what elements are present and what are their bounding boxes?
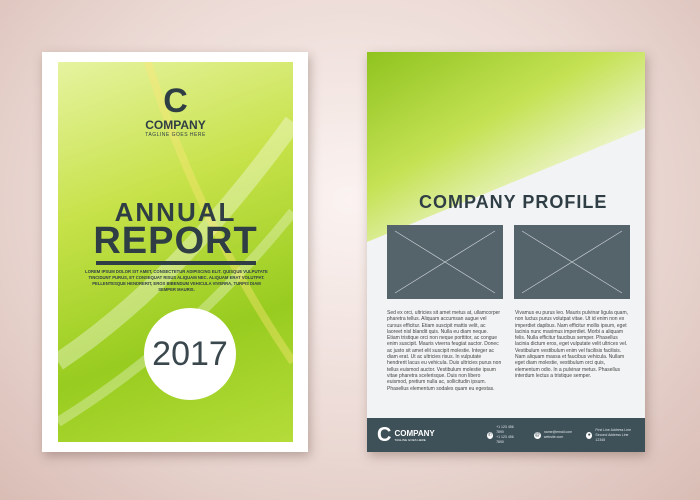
text-column-2: Vivamus eu purus leo. Mauris pulvinar li… [515, 310, 629, 379]
location-icon: ● [586, 431, 593, 439]
company-profile-page: COMPANY PROFILE Sed ex orci, ultricies s… [367, 52, 645, 452]
logo-letter: C [163, 82, 188, 120]
title-report: REPORT [93, 220, 258, 262]
address-1: First Line Address Line [595, 427, 632, 432]
image-placeholder [387, 225, 503, 299]
year: 2017 [152, 334, 228, 373]
company-name: COMPANY [145, 118, 206, 132]
footer-phone: ✆ +1 123 456 7890 +1 123 456 7890 [486, 425, 520, 445]
website: website.com [543, 435, 564, 439]
tagline: TAGLINE GOES HERE [145, 132, 206, 138]
tagline: TAGLINE GOES HERE [394, 437, 426, 442]
title-annual: ANNUAL [114, 197, 237, 227]
divider [96, 261, 256, 265]
image-placeholder [514, 225, 630, 299]
profile-title: COMPANY PROFILE [419, 192, 608, 212]
phone-2: +1 123 456 7890 [496, 435, 514, 444]
address-2: Second Address Line 12345 [595, 432, 629, 442]
company-logo: C COMPANY TAGLINE GOES HERE [58, 84, 293, 138]
footer-bar: C COMPANY TAGLINE GOES HERE ✆ +1 123 456 7… [367, 418, 645, 452]
footer-address: ● First Line Address Line Second Address L… [586, 428, 635, 443]
green-swoosh-artwork: C COMPANY TAGLINE GOES HERE ANNUAL REPOR… [58, 62, 293, 442]
email: name@email.com [543, 430, 573, 434]
phone-1: +1 123 456 7890 [496, 425, 514, 434]
footer-logo: C COMPANY TAGLINE GOES HERE [377, 425, 435, 445]
year-circle: 2017 [144, 308, 236, 400]
email-icon: @ [533, 431, 541, 439]
annual-report-cover: C COMPANY TAGLINE GOES HERE ANNUAL REPOR… [42, 52, 308, 452]
company-name: COMPANY [394, 428, 435, 438]
green-header-artwork [367, 52, 645, 242]
cover-description: LOREM IPSUM DOLOR SIT AMET, CONSECTETUR … [85, 269, 268, 292]
text-column-1: Sed ex orci, ultricies sit amet metus at… [387, 310, 502, 392]
phone-icon: ✆ [486, 431, 494, 439]
logo-letter: C [377, 424, 392, 446]
footer-email: @ name@email.com website.com [533, 430, 573, 440]
